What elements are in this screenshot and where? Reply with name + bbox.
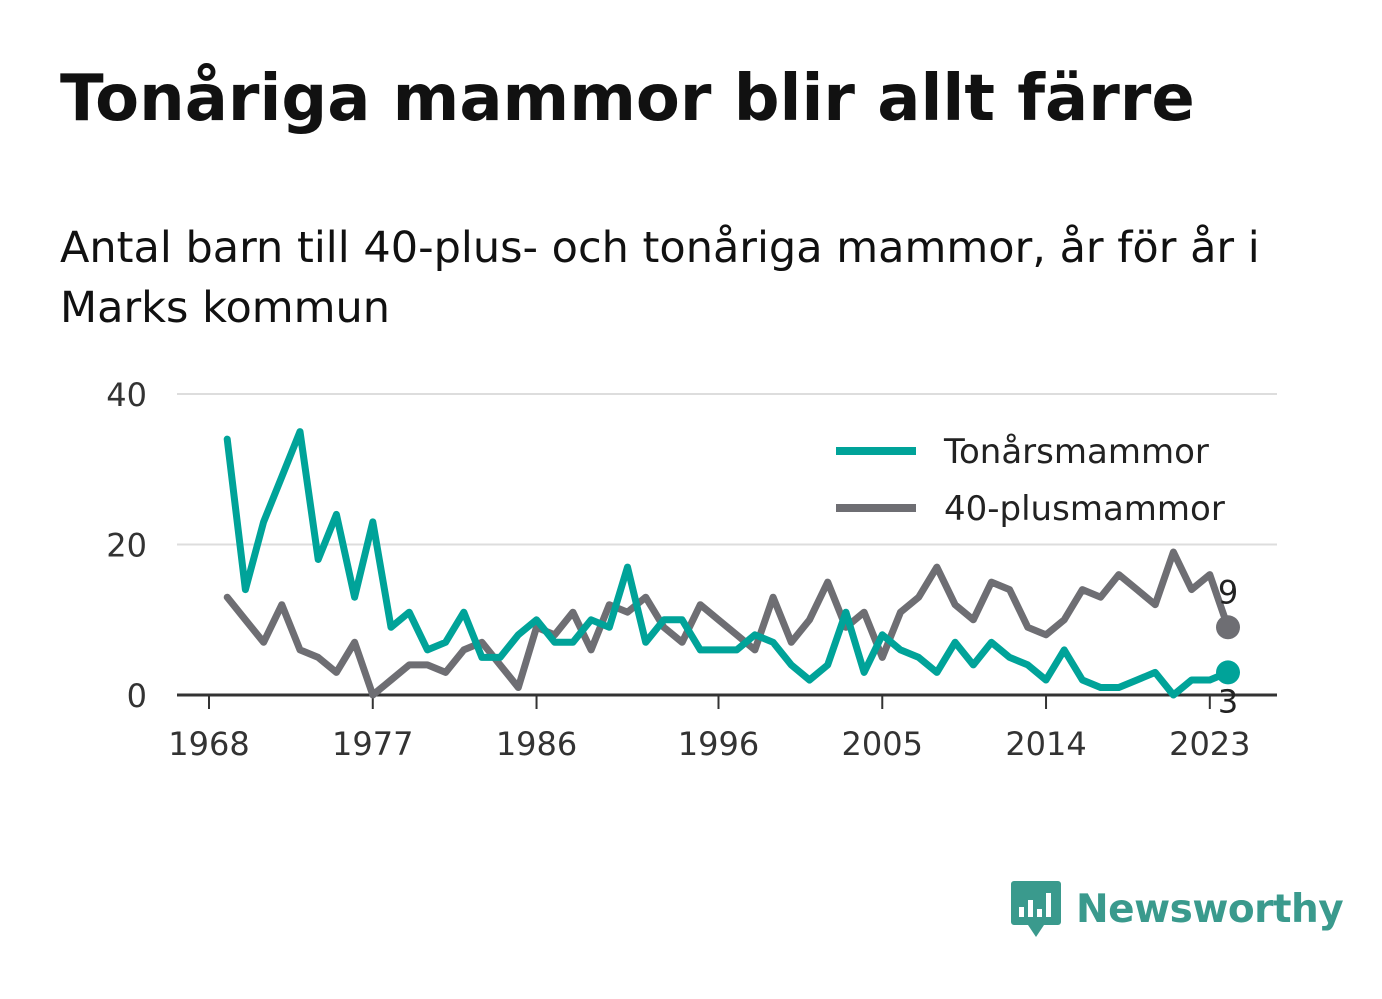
x-tick-label: 2014: [1005, 725, 1086, 763]
brand-name: Newsworthy: [1076, 886, 1344, 932]
x-tick-label: 1977: [332, 725, 413, 763]
end-labels: 3 9: [1218, 573, 1238, 720]
series-line-40-plusmammor: [223, 548, 1232, 699]
y-tick-label: 40: [106, 376, 147, 414]
legend: Tonårsmammor 40-plusmammor: [826, 418, 1256, 543]
gridlines: [177, 393, 1277, 697]
end-point-tonarsmammor: [1216, 660, 1240, 685]
x-tick-label: 1986: [496, 725, 577, 763]
legend-background: [826, 418, 1256, 543]
x-axis-ticks: 1968 1977 1986 1996 2005 2014 2023: [168, 695, 1251, 763]
legend-label-40-plusmammor: 40-plusmammor: [944, 489, 1225, 529]
series-line-tonarsmammor: [223, 428, 1232, 699]
x-tick-label: 2005: [842, 725, 923, 763]
series-lines: [223, 428, 1240, 699]
newsworthy-logo-icon: [1011, 881, 1061, 937]
x-tick-label: 2023: [1169, 725, 1250, 763]
x-tick-label: 1968: [168, 725, 249, 763]
chart-title: Tonåriga mammor blir allt färre: [60, 62, 1195, 136]
end-point-40-plusmammor: [1216, 615, 1240, 640]
legend-label-tonarsmammor: Tonårsmammor: [943, 432, 1209, 472]
end-label-tonarsmammor: 3: [1218, 682, 1238, 720]
x-tick-label: 1996: [678, 725, 759, 763]
y-tick-label: 20: [106, 527, 147, 565]
brand-logo: Newsworthy: [1010, 878, 1344, 940]
chart-subtitle: Antal barn till 40-plus- och tonåriga ma…: [60, 223, 1260, 333]
y-axis-ticks: 0 20 40: [106, 376, 147, 715]
end-label-40-plusmammor: 9: [1218, 573, 1238, 611]
y-tick-label: 0: [127, 677, 147, 715]
